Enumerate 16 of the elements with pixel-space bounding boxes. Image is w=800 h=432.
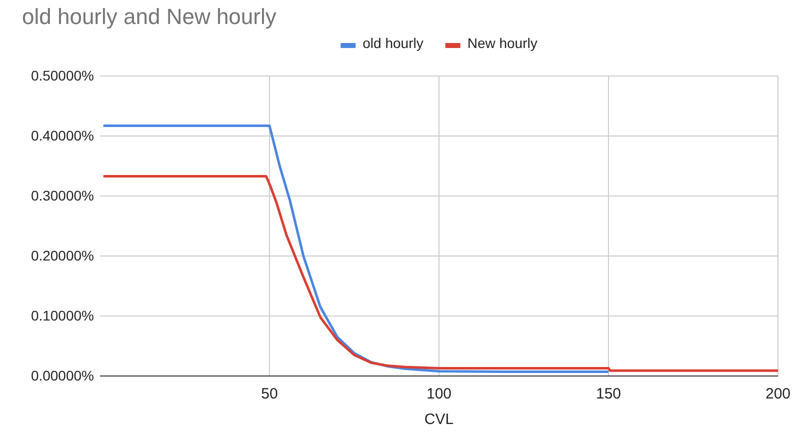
y-tick-label: 0.50000% [30, 67, 94, 84]
x-tick-label: 200 [765, 386, 791, 403]
y-tick-label: 0.10000% [30, 307, 94, 324]
x-tick-label: 50 [261, 386, 278, 403]
y-tick-label: 0.40000% [30, 127, 94, 144]
y-tick-label: 0.30000% [30, 187, 94, 204]
legend-label: old hourly [362, 35, 424, 51]
line-series [102, 174, 780, 372]
x-tick-label: 150 [596, 386, 622, 403]
x-axis-title: CVL [424, 411, 454, 428]
legend-label: New hourly [467, 35, 538, 51]
y-tick-label: 0.20000% [30, 247, 94, 264]
line-series [102, 124, 610, 374]
chart-title: old hourly and New hourly [22, 4, 276, 29]
x-tick-label: 100 [426, 386, 452, 403]
y-tick-label: 0.00000% [30, 367, 94, 384]
